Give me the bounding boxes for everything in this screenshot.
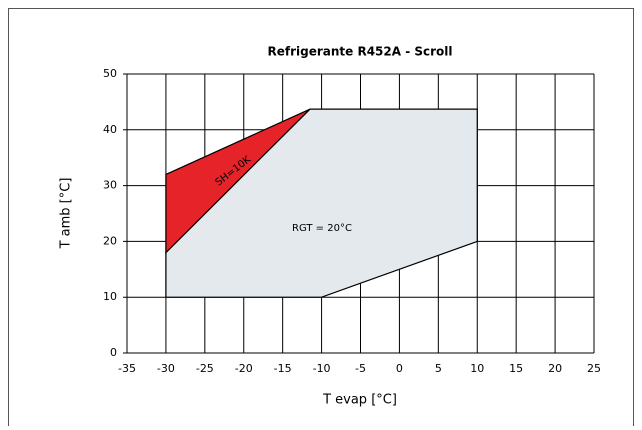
x-tick-label: -20 — [235, 362, 253, 375]
x-tick-label: 5 — [435, 362, 442, 375]
envelope — [165, 108, 311, 255]
x-tick-label: 25 — [587, 362, 601, 375]
y-tick-label: 20 — [103, 234, 117, 247]
y-tick-label: 50 — [103, 67, 117, 80]
y-axis-label: T amb [°C] — [59, 178, 74, 250]
frame — [8, 8, 634, 430]
x-tick-label: -5 — [355, 362, 366, 375]
x-tick-label: -15 — [274, 362, 292, 375]
x-tick-label: 15 — [509, 362, 523, 375]
y-tick-label: 0 — [110, 346, 117, 359]
x-axis-label: T evap [°C] — [322, 393, 397, 408]
x-tick-label: 10 — [470, 362, 484, 375]
x-tick-label: -25 — [196, 362, 214, 375]
y-tick-label: 10 — [103, 290, 117, 303]
chart-title: Refrigerante R452A - Scroll — [267, 45, 452, 59]
x-tick-label: 0 — [396, 362, 403, 375]
annotation: RGT = 20°C — [292, 223, 352, 234]
x-tick-label: -35 — [118, 362, 136, 375]
x-tick-label: -30 — [157, 362, 175, 375]
x-tick-label: -10 — [313, 362, 331, 375]
x-tick-label: 20 — [548, 362, 562, 375]
y-tick-label: 30 — [103, 179, 117, 192]
y-tick-label: 40 — [103, 123, 117, 136]
